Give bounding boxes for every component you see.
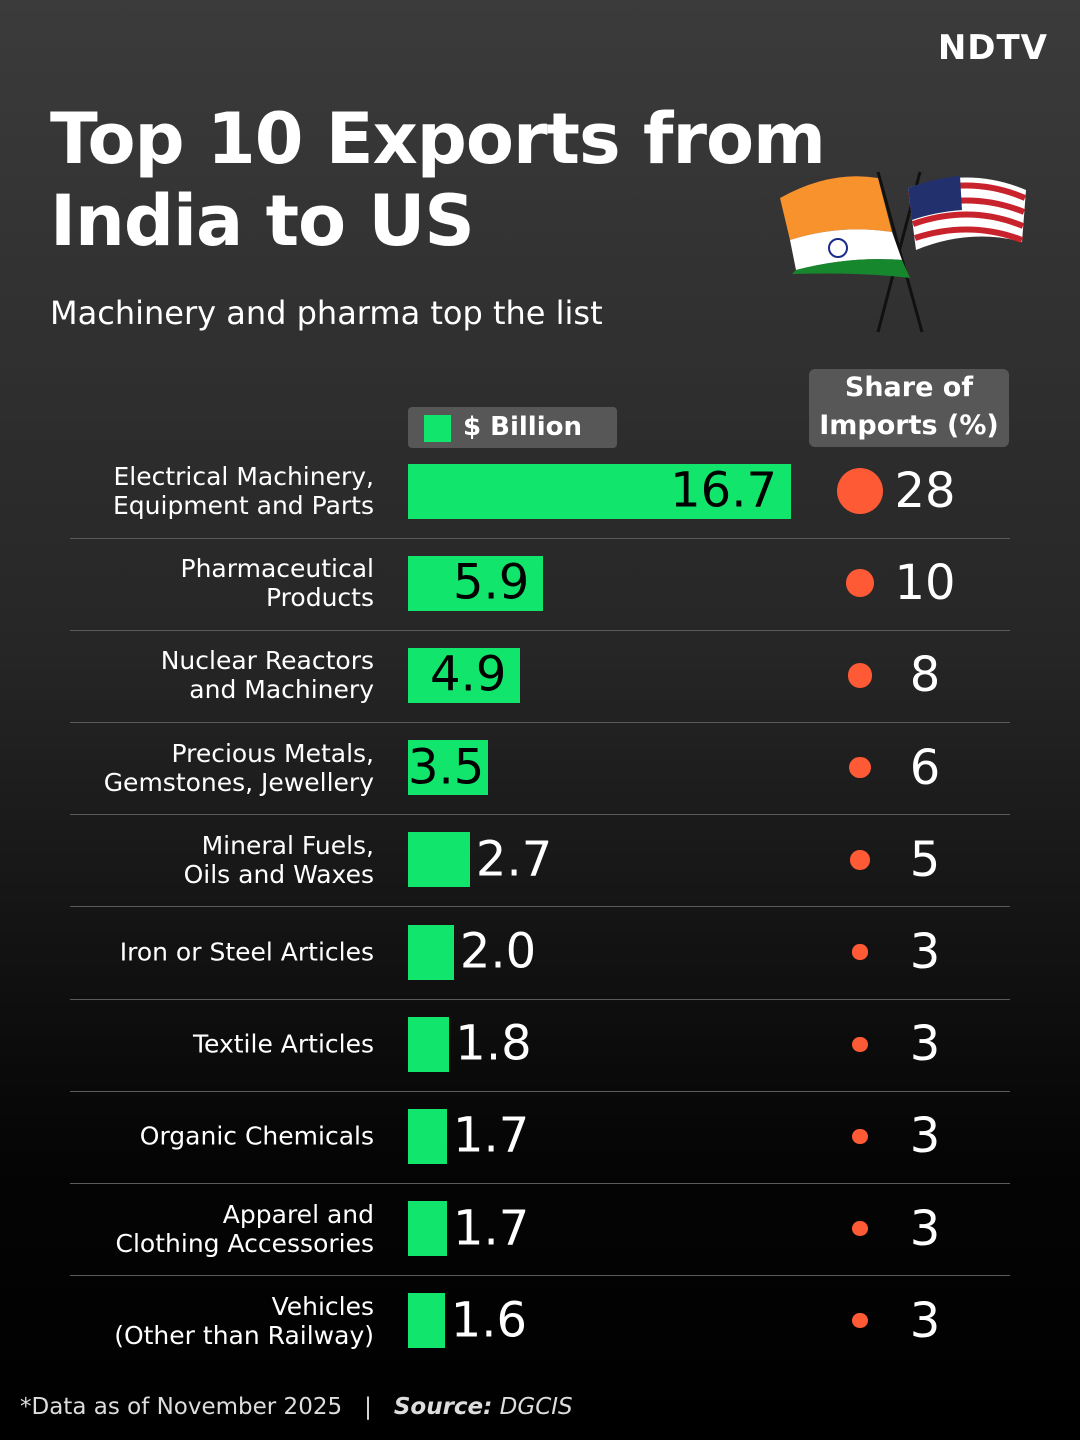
share-dot [849,756,871,779]
value-label: 2.7 [475,831,553,888]
category-label: Textile Articles [192,1029,374,1059]
category-label: Electrical Machinery, Equipment and Part… [112,462,374,520]
share-dot [852,1221,868,1237]
bar [408,740,489,796]
share-dot [847,663,873,688]
value-label: 2.0 [459,923,537,980]
footer: *Data as of November 2025 | Source: DGCIS [20,1394,573,1420]
value-label: 16.7 [670,462,777,519]
category-label: Mineral Fuels, Oils and Waxes [183,830,374,889]
legend-swatch [424,415,451,442]
brand-logo: NDTV [937,28,1048,68]
category-label: Organic Chemicals [139,1121,374,1151]
bar [408,647,521,703]
bar [408,463,791,519]
share-dot [836,467,883,514]
legend-label: $ Billion [463,412,582,442]
share-label: 5 [909,831,941,888]
row-separator [70,1090,1010,1092]
row-separator [70,629,1010,631]
chart-title: Top 10 Exports from India to US [50,98,826,262]
category-label: Nuclear Reactors and Machinery [160,646,374,705]
value-label: 1.7 [452,1107,530,1164]
share-label: 28 [894,463,956,519]
category-label: Iron or Steel Articles [119,937,374,967]
row-separator [70,814,1010,816]
category-label: Pharmaceutical Products [180,554,374,613]
value-label: 1.7 [452,1200,530,1257]
value-label: 4.9 [430,646,507,703]
flags [780,171,1027,333]
bar [408,832,470,888]
footnote: *Data as of November 2025 [20,1394,343,1420]
category-label: Apparel and Clothing Accessories [115,1199,374,1258]
row-separator [70,1275,1010,1277]
share-dot [852,944,868,960]
category-label: Precious Metals, Gemstones, Jewellery [103,738,374,797]
share-label: 3 [909,1200,941,1257]
bar [408,1201,447,1257]
row-separator [70,906,1010,908]
share-dot [850,850,870,870]
share-dot [852,1036,868,1052]
share-dot [852,1313,868,1329]
row-separator [70,998,1010,1000]
legend: $ Billion [408,407,617,448]
share-label: 3 [909,1292,941,1349]
bar [408,1293,445,1349]
share-label: 8 [909,647,941,704]
share-label: 3 [909,1108,941,1165]
value-label: 5.9 [452,554,530,611]
row-separator [70,721,1010,723]
share-dot [852,1128,868,1144]
bar [408,555,544,611]
value-label: 1.6 [450,1292,528,1349]
share-dot [846,569,874,597]
bar [408,1108,447,1164]
row-separator [70,1182,1010,1184]
row-separator [70,537,1010,539]
chart-subtitle: Machinery and pharma top the list [50,294,603,332]
share-label: 10 [894,555,956,612]
value-label: 3.5 [408,739,485,796]
column-header: Share of Imports (%) [809,369,1009,447]
share-label: 3 [909,924,941,980]
category-label: Vehicles (Other than Railway) [114,1291,374,1350]
source-label: Source: [393,1394,493,1420]
share-label: 6 [909,739,941,796]
share-label: 3 [909,1016,941,1073]
bar [408,924,454,980]
value-label: 1.8 [455,1015,532,1072]
source: DGCIS [499,1394,573,1420]
bar [408,1016,450,1072]
